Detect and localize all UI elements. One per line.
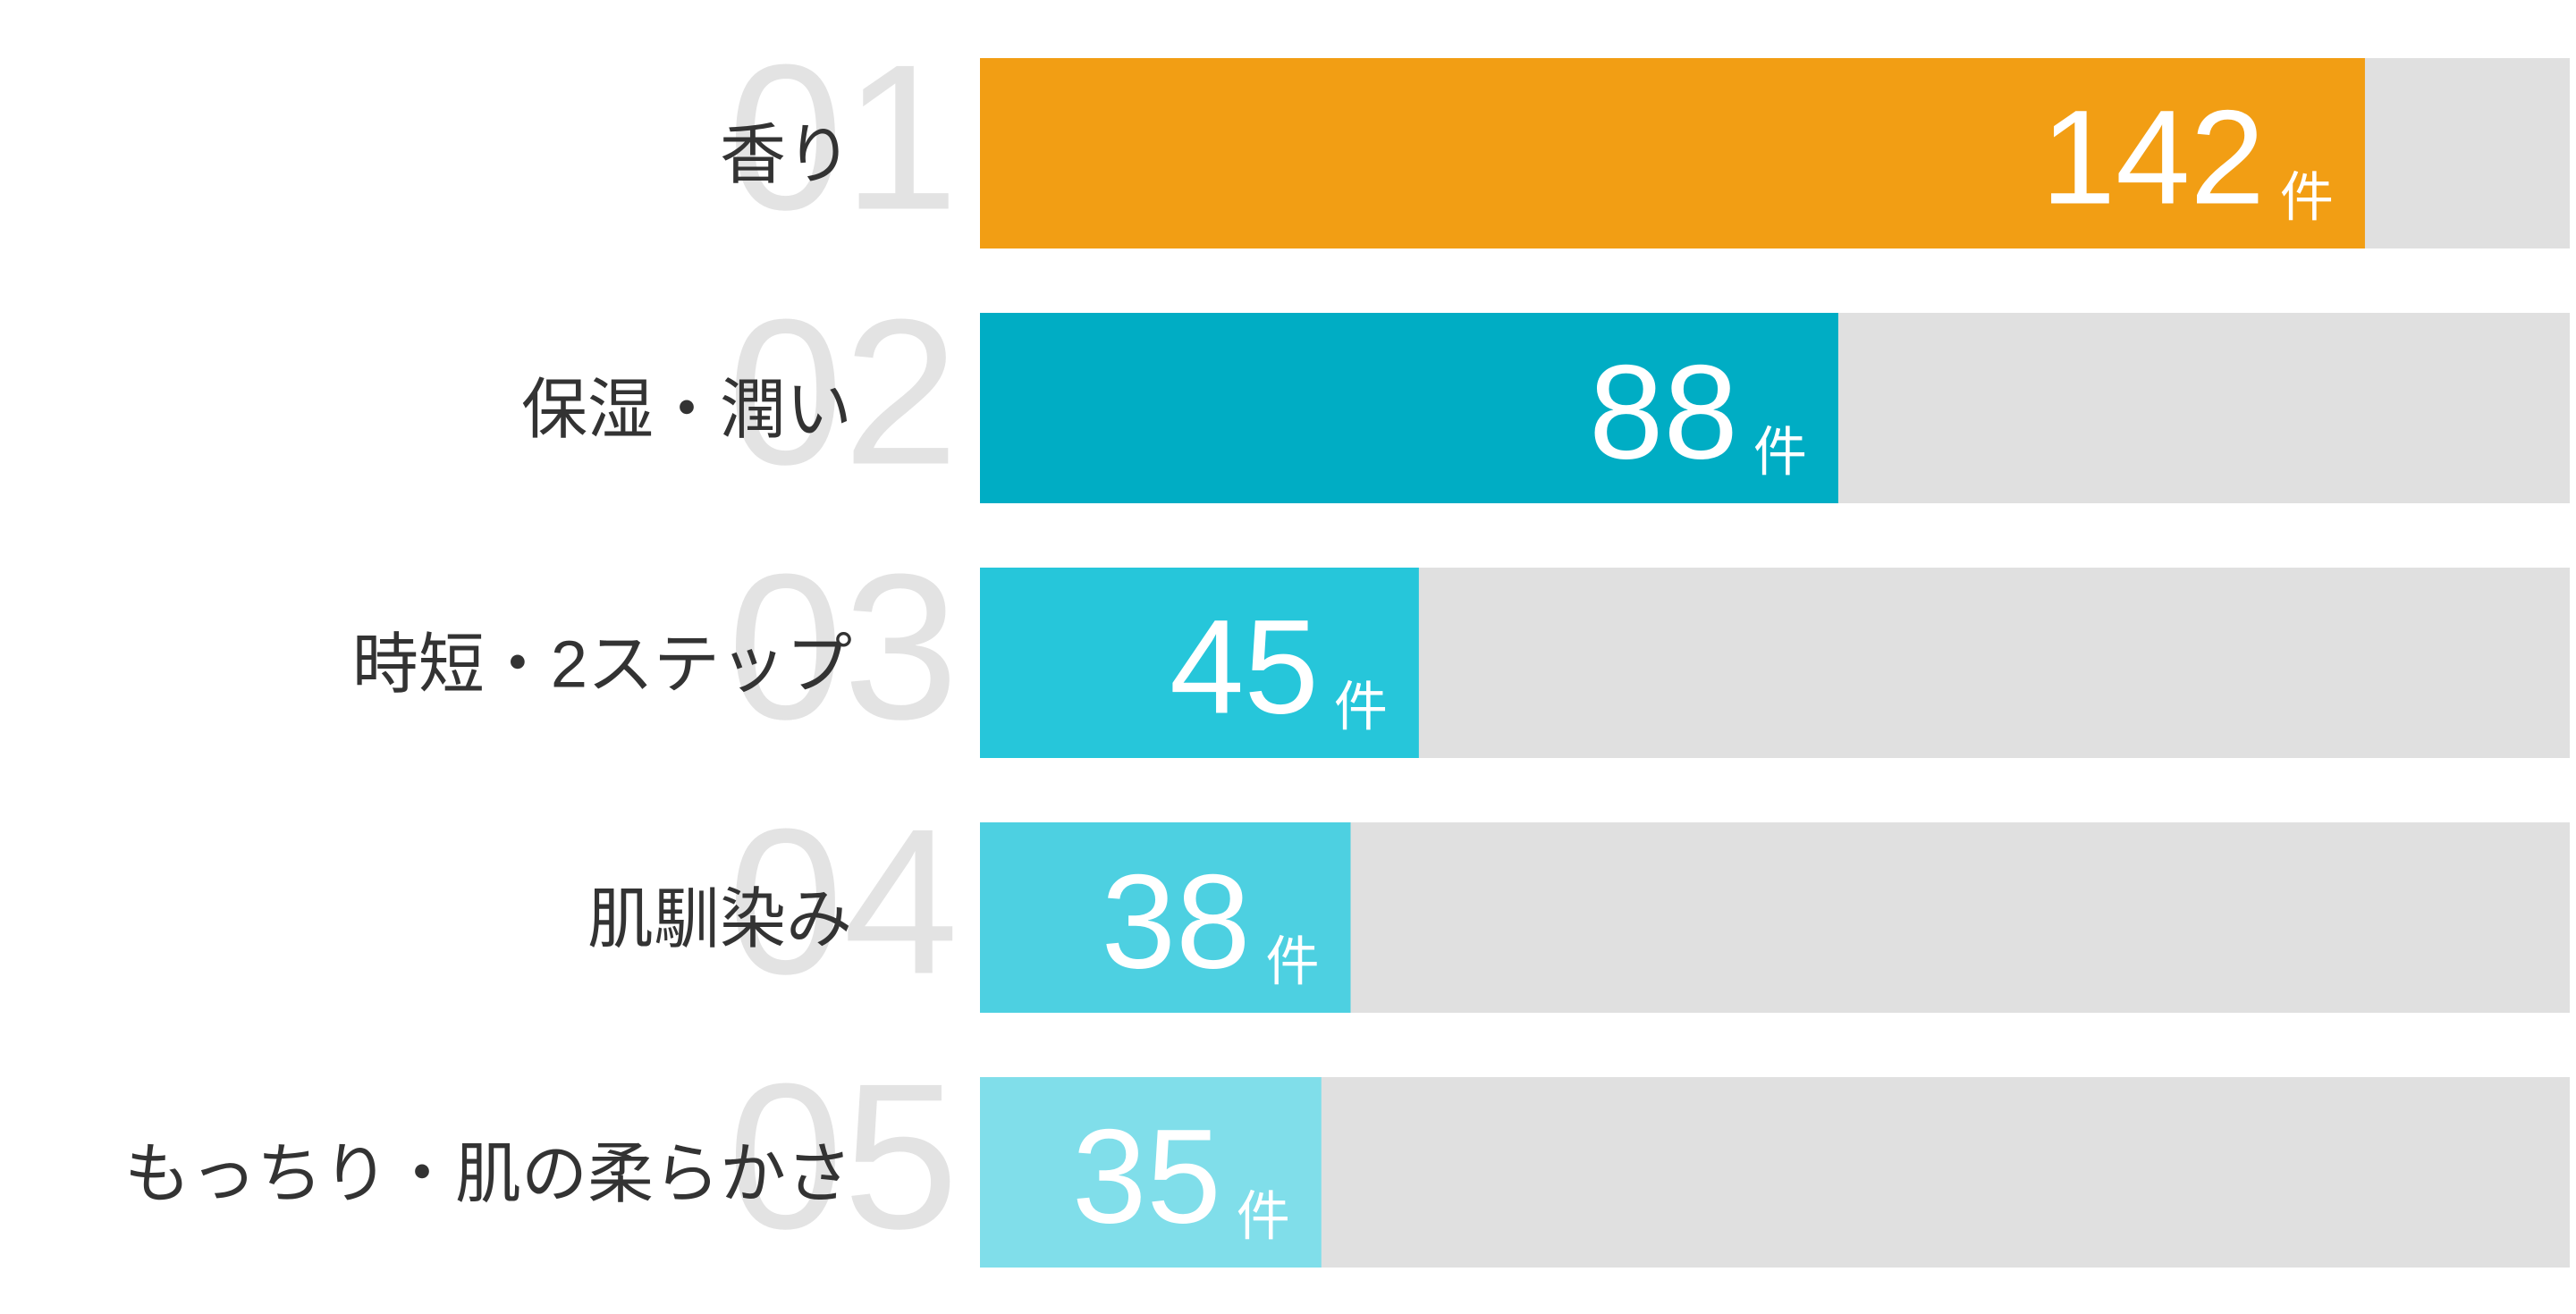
value-unit: 件 — [1237, 1187, 1290, 1247]
value-label: 45 — [1170, 592, 1319, 742]
value-label: 142 — [2041, 82, 2265, 232]
bar — [980, 822, 1351, 1013]
value-label: 88 — [1589, 337, 1738, 487]
category-label: 香り — [720, 118, 852, 192]
bar — [980, 568, 1419, 758]
category-label: 時短・2ステップ — [352, 628, 852, 702]
bar — [980, 58, 2365, 248]
value-label: 35 — [1072, 1101, 1221, 1251]
bar — [980, 313, 1838, 503]
value-unit: 件 — [1266, 932, 1320, 992]
value-unit: 件 — [1753, 423, 1807, 483]
rank-number: 04 — [728, 787, 959, 1018]
value-unit: 件 — [2280, 168, 2334, 228]
rank-number: 01 — [728, 22, 959, 254]
category-label: 保湿・潤い — [521, 373, 852, 447]
value-label: 38 — [1102, 847, 1251, 997]
value-unit: 件 — [1334, 678, 1388, 737]
rank-number: 03 — [728, 532, 959, 763]
category-label: 肌馴染み — [587, 882, 852, 956]
category-label: もっちり・肌の柔らかさ — [124, 1137, 852, 1211]
rank-number: 02 — [728, 277, 959, 509]
bar — [980, 1077, 1322, 1268]
rank-number: 05 — [728, 1041, 959, 1273]
